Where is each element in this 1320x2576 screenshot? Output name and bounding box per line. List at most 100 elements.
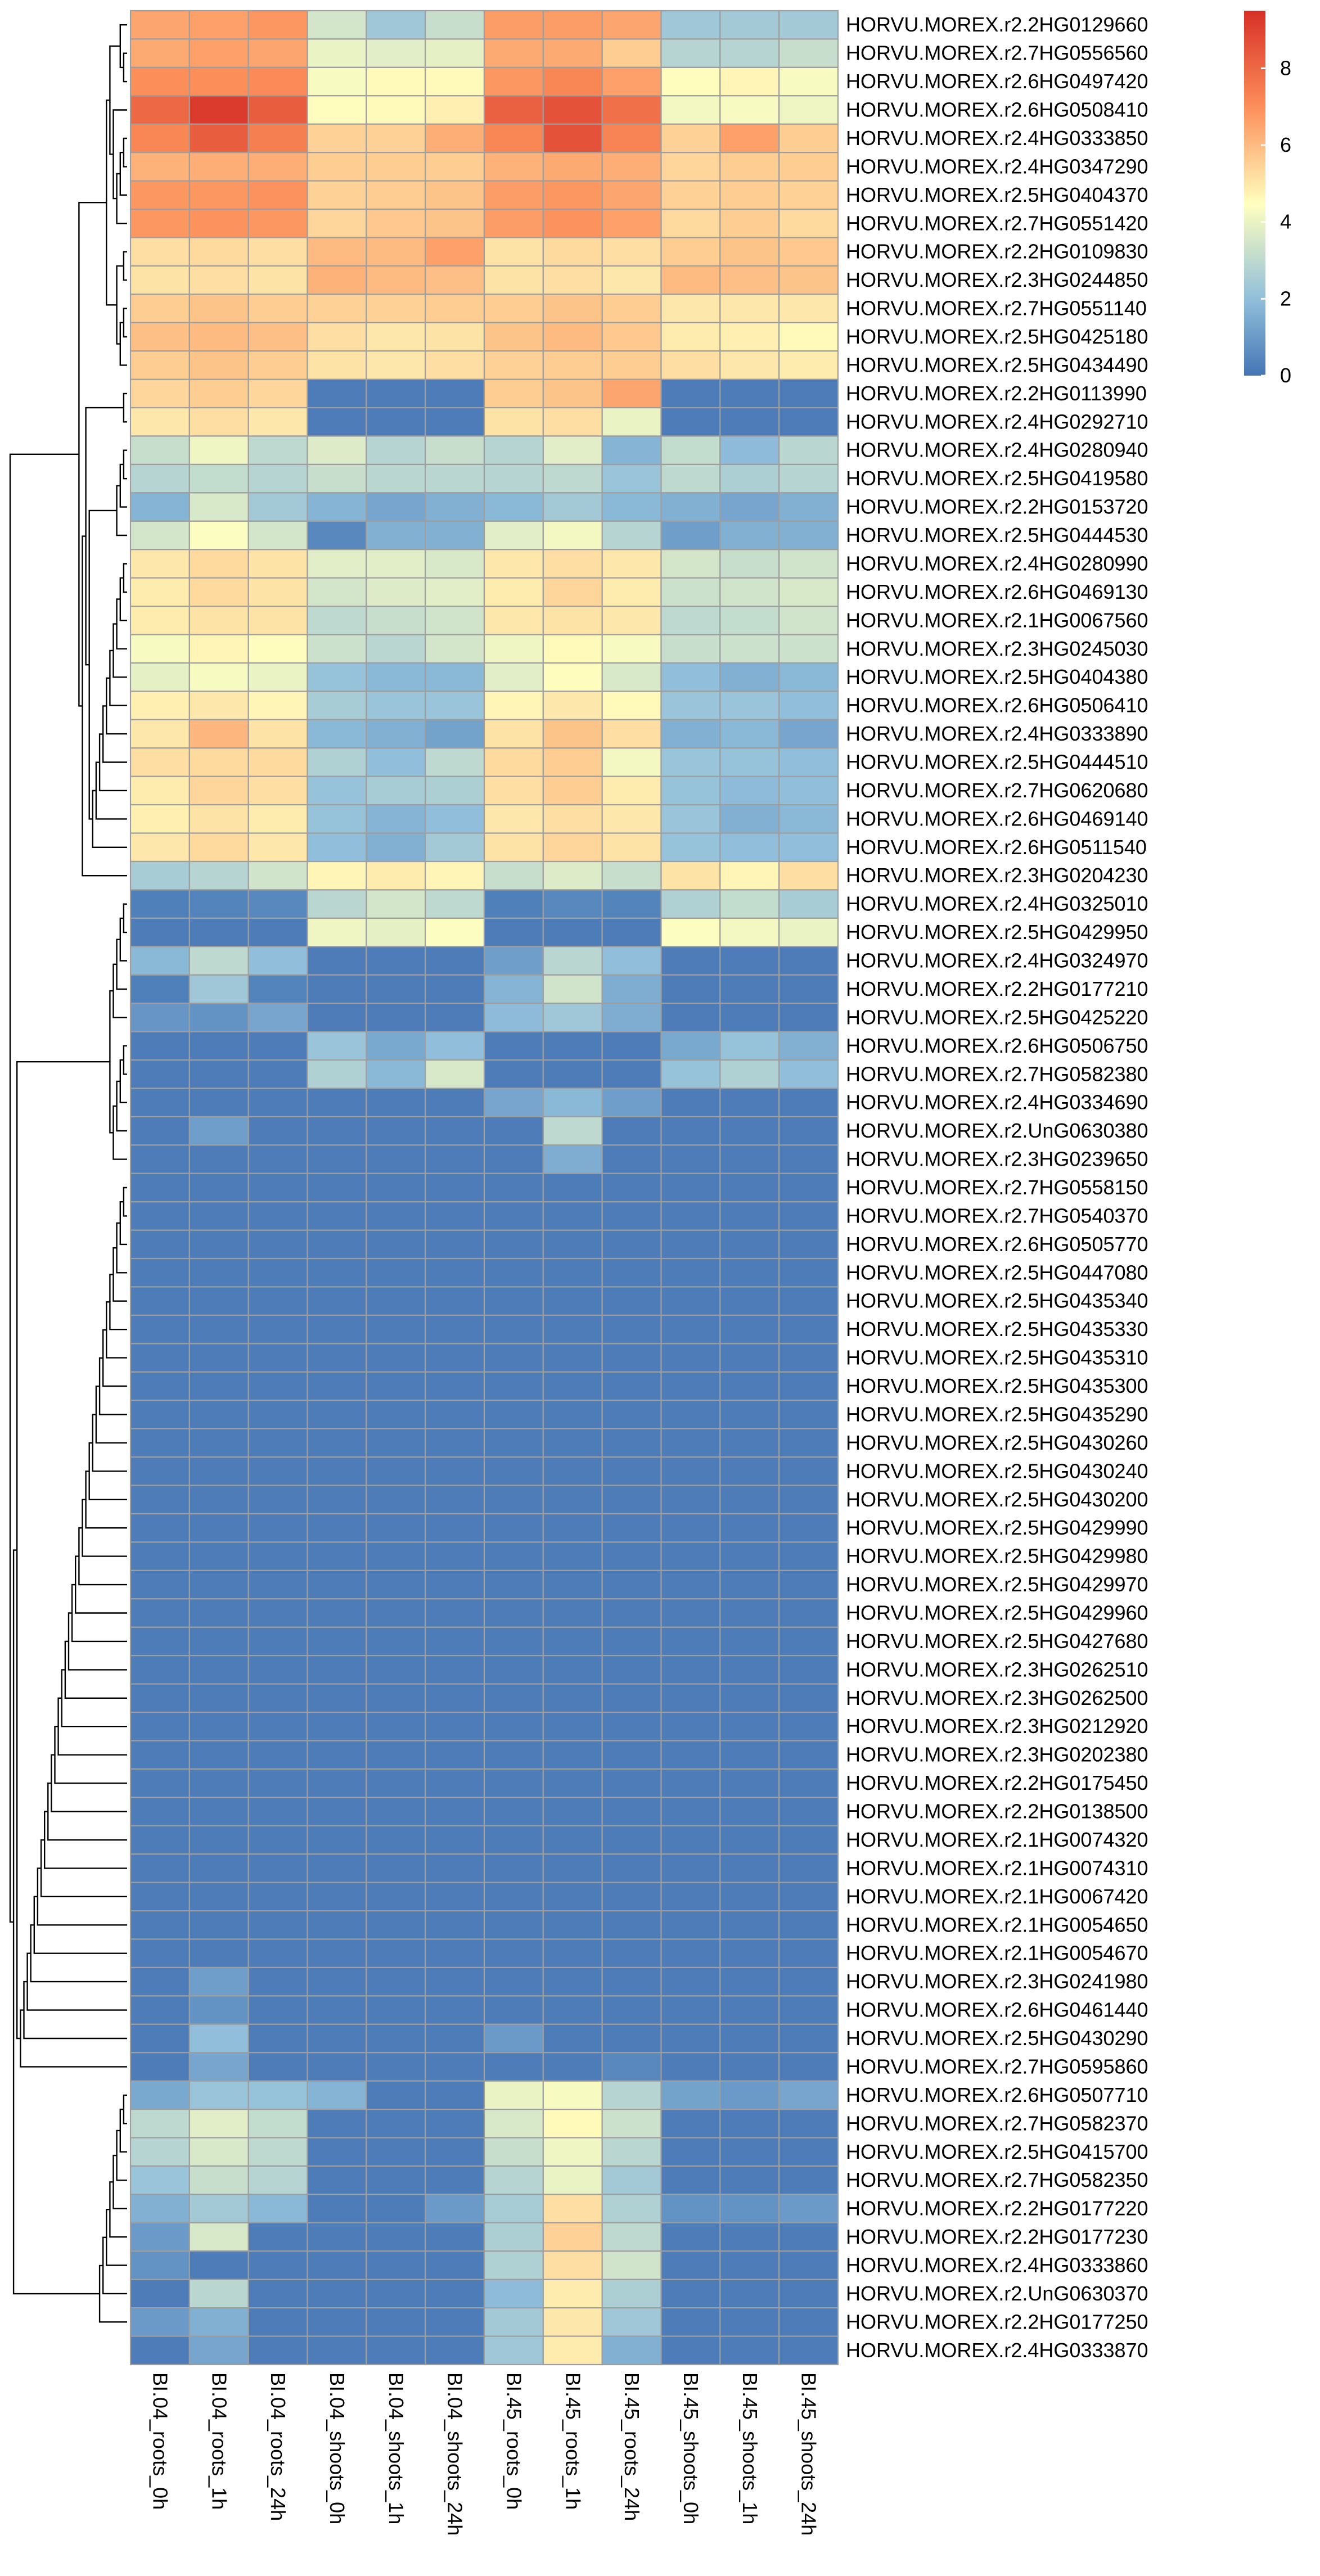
row-label: HORVU.MOREX.r2.7HG0595860 [846, 2055, 1148, 2078]
heatmap-cell [483, 719, 544, 749]
heatmap-cell [542, 1343, 603, 1373]
row-label: HORVU.MOREX.r2.1HG0054650 [846, 1913, 1148, 1936]
heatmap-cell [601, 152, 662, 182]
heatmap-cell [778, 1201, 839, 1231]
heatmap-cell [366, 1257, 426, 1288]
row-label: HORVU.MOREX.r2.5HG0435330 [846, 1318, 1148, 1341]
heatmap-cell [542, 463, 603, 494]
heatmap-cell [719, 1059, 780, 1089]
heatmap-cell [660, 860, 721, 891]
heatmap-cell [660, 2307, 721, 2337]
heatmap-cell [660, 1031, 721, 1061]
heatmap-cell [542, 1966, 603, 1997]
heatmap-cell [483, 974, 544, 1004]
row-label: HORVU.MOREX.r2.2HG0177250 [846, 2310, 1148, 2333]
heatmap-cell [307, 2222, 367, 2252]
heatmap-cell [660, 1626, 721, 1657]
heatmap-cell [188, 860, 249, 891]
heatmap-cell [778, 1314, 839, 1345]
heatmap-cell [542, 1456, 603, 1486]
heatmap-cell [366, 1513, 426, 1543]
heatmap-cell [660, 1144, 721, 1174]
heatmap-cell [660, 946, 721, 976]
heatmap-cell [425, 832, 485, 863]
heatmap-cell [307, 1144, 367, 1174]
heatmap-cell [601, 1683, 662, 1713]
heatmap-cell [483, 152, 544, 182]
row-label: HORVU.MOREX.r2.4HG0292710 [846, 410, 1148, 433]
heatmap-cell [366, 1768, 426, 1798]
heatmap-cell [307, 747, 367, 777]
heatmap-cell [483, 691, 544, 720]
heatmap-cell [247, 1882, 308, 1912]
heatmap-cell [188, 1428, 249, 1458]
heatmap-cell [247, 1995, 308, 2025]
heatmap-cell [247, 1711, 308, 1742]
heatmap-cell [601, 1428, 662, 1458]
heatmap-cell [719, 1910, 780, 1940]
heatmap-cell [129, 66, 190, 97]
heatmap-cell [366, 10, 426, 40]
heatmap-cell [601, 1116, 662, 1146]
heatmap-cell [129, 1938, 190, 1969]
heatmap-cell [188, 1768, 249, 1798]
heatmap-cell [601, 804, 662, 834]
heatmap-cell [542, 123, 603, 154]
heatmap-cell [483, 1711, 544, 1742]
heatmap-cell [778, 1598, 839, 1628]
heatmap-cell [542, 1257, 603, 1288]
heatmap-cell [425, 634, 485, 664]
heatmap-cell [601, 2023, 662, 2054]
heatmap-cell [483, 1456, 544, 1486]
heatmap-cell [425, 1768, 485, 1798]
heatmap-cell [307, 1343, 367, 1373]
heatmap-cell [719, 1116, 780, 1146]
heatmap-cell [366, 719, 426, 749]
heatmap-cell [660, 549, 721, 579]
heatmap-cell [129, 832, 190, 863]
heatmap-cell [425, 747, 485, 777]
column-label: BI.04_roots_1h [208, 2372, 231, 2510]
heatmap-cell [307, 2109, 367, 2139]
heatmap-cell [425, 10, 485, 40]
heatmap-cell [601, 1229, 662, 1260]
dendrogram-branch [112, 1105, 127, 1160]
heatmap-cell [307, 832, 367, 863]
heatmap-cell [247, 2023, 308, 2054]
heatmap-cell [542, 10, 603, 40]
heatmap-cell [247, 832, 308, 863]
heatmap-cell [188, 38, 249, 68]
heatmap-cell [247, 1286, 308, 1316]
heatmap-cell [601, 719, 662, 749]
heatmap-cell [307, 95, 367, 125]
heatmap-cell [601, 1088, 662, 1118]
heatmap-cell [307, 10, 367, 40]
heatmap-cell [719, 2109, 780, 2139]
heatmap-cell [542, 294, 603, 323]
dendrogram-branch [16, 1061, 110, 2040]
row-label: HORVU.MOREX.r2.3HG0245030 [846, 637, 1148, 660]
heatmap-cell [188, 1910, 249, 1940]
heatmap-cell [778, 2023, 839, 2054]
heatmap-cell [660, 1428, 721, 1458]
heatmap-cell [366, 1144, 426, 1174]
heatmap-cell [129, 2194, 190, 2223]
heatmap-cell [660, 2279, 721, 2309]
heatmap-cell [307, 265, 367, 295]
heatmap-cell [778, 1768, 839, 1798]
heatmap-cell [483, 1541, 544, 1571]
heatmap-cell [129, 577, 190, 607]
heatmap-cell [719, 1598, 780, 1628]
heatmap-cell [366, 350, 426, 380]
heatmap-cell [247, 1655, 308, 1685]
heatmap-cell [247, 237, 308, 267]
heatmap-cell [601, 2194, 662, 2223]
heatmap-cell [542, 350, 603, 380]
heatmap-cell [483, 1003, 544, 1032]
heatmap-cell [719, 1088, 780, 1118]
heatmap-cell [188, 1797, 249, 1826]
column-label: BI.04_roots_0h [148, 2372, 172, 2510]
heatmap-cell [307, 1088, 367, 1118]
heatmap-cell [483, 237, 544, 267]
heatmap-cell [247, 1314, 308, 1345]
